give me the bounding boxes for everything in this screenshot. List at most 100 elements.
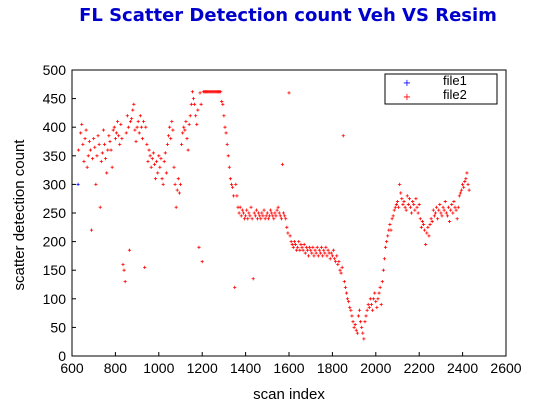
data-point bbox=[386, 234, 390, 238]
data-point bbox=[238, 205, 242, 209]
data-point bbox=[237, 211, 241, 215]
data-point bbox=[424, 242, 428, 247]
data-point bbox=[223, 125, 227, 129]
data-point bbox=[331, 248, 336, 252]
data-point bbox=[310, 251, 314, 255]
data-point bbox=[421, 222, 426, 227]
data-point bbox=[255, 217, 260, 221]
data-point bbox=[198, 91, 202, 95]
series-file1 bbox=[76, 182, 80, 186]
data-point bbox=[454, 208, 458, 212]
data-point bbox=[126, 125, 131, 129]
legend-label-file2: file2 bbox=[443, 87, 467, 102]
data-point bbox=[144, 125, 148, 129]
data-point bbox=[249, 205, 253, 209]
data-point bbox=[423, 228, 427, 232]
data-point bbox=[170, 119, 174, 124]
y-tick-label: 100 bbox=[43, 291, 67, 307]
data-point bbox=[325, 254, 329, 258]
data-point bbox=[420, 219, 425, 224]
data-point bbox=[418, 217, 422, 221]
data-point bbox=[96, 134, 100, 138]
data-point bbox=[375, 305, 379, 309]
data-point bbox=[138, 114, 142, 118]
data-point bbox=[139, 125, 144, 129]
data-point bbox=[355, 331, 359, 335]
data-point bbox=[451, 211, 455, 215]
data-point bbox=[281, 211, 286, 215]
data-point bbox=[336, 262, 340, 267]
data-point bbox=[200, 260, 204, 264]
data-point bbox=[357, 308, 362, 312]
data-point bbox=[106, 148, 110, 152]
data-point bbox=[87, 139, 91, 144]
data-point bbox=[308, 245, 312, 249]
data-point bbox=[80, 122, 84, 126]
data-point bbox=[158, 165, 162, 169]
data-point bbox=[145, 142, 149, 146]
data-point bbox=[283, 214, 287, 218]
data-point bbox=[277, 211, 281, 215]
data-point bbox=[83, 137, 87, 141]
data-point bbox=[456, 205, 460, 209]
data-point bbox=[379, 302, 383, 307]
data-point bbox=[85, 165, 89, 169]
data-point bbox=[419, 225, 423, 229]
data-point bbox=[293, 242, 298, 247]
x-tick-label: 800 bbox=[104, 360, 128, 376]
data-point bbox=[279, 217, 284, 221]
data-point bbox=[411, 199, 415, 204]
data-point bbox=[463, 179, 467, 184]
data-point bbox=[128, 119, 133, 124]
data-point bbox=[275, 208, 279, 212]
data-point bbox=[186, 148, 190, 152]
data-point bbox=[82, 159, 86, 164]
data-point bbox=[155, 159, 159, 164]
data-point bbox=[362, 337, 366, 341]
data-point bbox=[148, 154, 152, 158]
data-point bbox=[318, 251, 323, 255]
x-axis-label: scan index bbox=[253, 386, 325, 403]
data-point bbox=[137, 131, 141, 135]
data-point bbox=[306, 254, 311, 258]
data-point bbox=[253, 214, 257, 218]
data-point bbox=[234, 182, 238, 186]
data-point bbox=[405, 194, 409, 198]
data-point bbox=[228, 177, 233, 181]
data-point bbox=[410, 211, 414, 215]
data-point bbox=[134, 139, 138, 144]
data-point bbox=[258, 214, 262, 218]
data-point bbox=[136, 119, 140, 124]
data-point bbox=[287, 91, 291, 95]
data-point bbox=[273, 211, 277, 215]
data-point bbox=[257, 211, 261, 215]
data-point bbox=[81, 142, 85, 146]
data-point bbox=[179, 142, 184, 146]
data-point bbox=[229, 182, 234, 186]
data-point bbox=[121, 262, 125, 267]
data-point bbox=[171, 128, 175, 132]
data-point bbox=[316, 254, 320, 258]
data-point bbox=[447, 219, 452, 224]
data-point bbox=[363, 320, 367, 324]
data-point bbox=[383, 245, 388, 249]
data-point bbox=[406, 202, 410, 207]
data-point bbox=[466, 182, 470, 186]
data-point bbox=[292, 240, 297, 244]
data-point bbox=[374, 300, 378, 304]
y-tick-label: 250 bbox=[43, 205, 67, 221]
data-point bbox=[403, 205, 407, 209]
data-point bbox=[265, 211, 269, 215]
data-point bbox=[317, 248, 321, 252]
data-point bbox=[222, 114, 226, 118]
data-point bbox=[242, 217, 247, 221]
data-point bbox=[344, 291, 349, 295]
data-point bbox=[416, 211, 420, 215]
data-point bbox=[314, 251, 318, 255]
x-tick-label: 600 bbox=[60, 360, 84, 376]
data-point bbox=[157, 154, 161, 158]
data-point bbox=[391, 214, 395, 218]
data-point bbox=[347, 300, 351, 304]
plot-area bbox=[71, 69, 507, 357]
series-file2 bbox=[76, 90, 471, 341]
